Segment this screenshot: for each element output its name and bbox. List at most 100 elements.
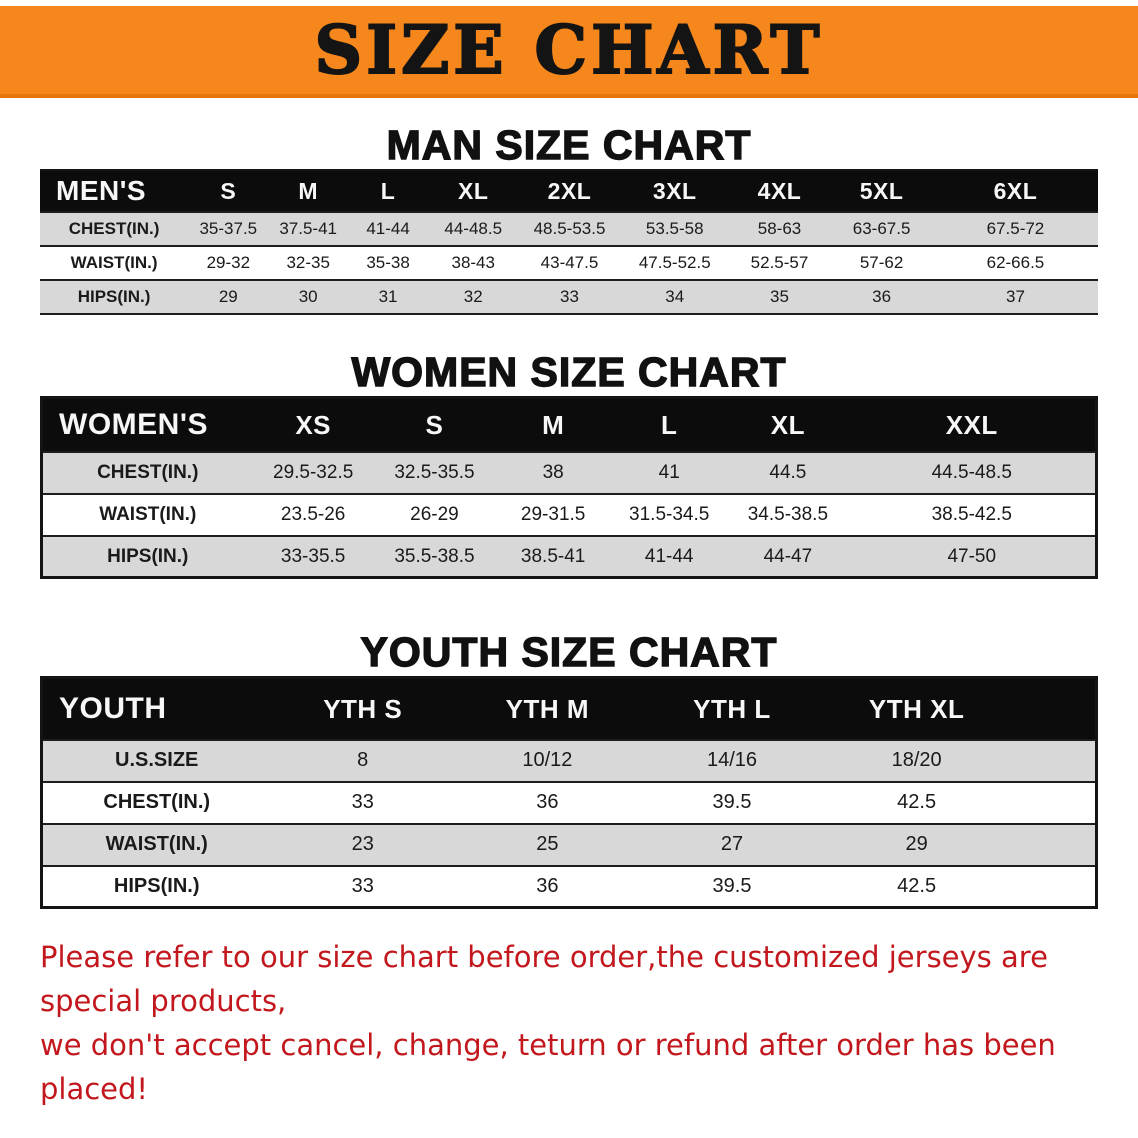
row-label: WAIST(IN.) [99, 503, 197, 525]
column-header: YTH XL [824, 677, 1009, 740]
row-label: HIPS(IN.) [107, 545, 189, 567]
table-row: U.S.SIZE 8 10/12 14/16 18/20 [41, 739, 1097, 782]
size-value: 36 [872, 287, 892, 307]
size-value: 34 [665, 287, 685, 307]
size-value: 34.5-38.5 [747, 503, 829, 525]
size-value: 25 [536, 833, 559, 856]
size-value: 29.5-32.5 [273, 461, 354, 483]
footer-note-line1: Please refer to our size chart before or… [40, 940, 1048, 1019]
size-value: 23.5-26 [280, 503, 346, 525]
table-row: WAIST(IN.) 23.5-26 26-29 29-31.5 31.5-34… [41, 493, 1097, 536]
size-value: 42.5 [897, 875, 937, 898]
size-value: 39.5 [712, 791, 752, 814]
size-value: 47.5-52.5 [638, 253, 711, 273]
spacer-cell [1009, 740, 1097, 782]
column-header: M [495, 397, 612, 452]
size-value: 57-62 [859, 253, 904, 273]
size-value: 31.5-34.5 [629, 503, 710, 525]
footer-note: Please refer to our size chart before or… [0, 935, 1138, 1111]
size-value: 44-47 [763, 545, 813, 567]
size-value: 32-35 [286, 253, 330, 273]
youth-size-table: YOUTH YTH S YTH M YTH L YTH XL U.S.SIZE … [40, 676, 1098, 910]
size-value: 23 [351, 833, 374, 856]
column-header: XXL [848, 397, 1097, 452]
size-value: 27 [720, 833, 744, 856]
size-value: 8 [357, 749, 369, 772]
men-size-table: MEN'S S M L XL 2XL 3XL 4XL 5XL 6XL CHEST… [40, 169, 1098, 315]
women-table-body: CHEST(IN.) 29.5-32.5 32.5-35.5 38 41 44.… [41, 451, 1097, 578]
size-value: 37 [1005, 287, 1025, 307]
column-header: YTH L [639, 677, 825, 740]
column-header: MEN'S [40, 170, 189, 213]
column-header: 2XL [518, 170, 621, 213]
size-value: 38.5-42.5 [931, 503, 1012, 525]
spacer-cell [1009, 782, 1097, 824]
column-header: S [373, 397, 496, 452]
size-value: 38-43 [451, 253, 495, 273]
row-label: CHEST(IN.) [68, 219, 160, 239]
column-header: L [611, 397, 728, 452]
size-value: 38 [542, 461, 564, 483]
men-table-head: MEN'S S M L XL 2XL 3XL 4XL 5XL 6XL [40, 170, 1098, 213]
size-chart-banner: SIZE CHART [0, 6, 1138, 98]
men-header-row: MEN'S S M L XL 2XL 3XL 4XL 5XL 6XL [40, 170, 1098, 213]
size-value: 44.5 [769, 461, 807, 483]
size-value: 35 [770, 287, 789, 307]
size-value: 39.5 [712, 875, 752, 898]
column-header: YTH M [455, 677, 640, 740]
size-value: 41-44 [366, 219, 410, 239]
size-value: 63-67.5 [852, 219, 911, 239]
row-label: WAIST(IN.) [70, 253, 158, 273]
row-label: HIPS(IN.) [113, 875, 200, 898]
size-value: 44-48.5 [444, 219, 503, 239]
column-header: 3XL [620, 170, 729, 213]
size-value: 58-63 [757, 219, 802, 239]
column-header: WOMEN'S [41, 397, 253, 452]
column-header: XL [727, 397, 849, 452]
size-value: 48.5-53.5 [533, 219, 606, 239]
size-value: 53.5-58 [645, 219, 704, 239]
spacer-cell [1008, 677, 1097, 740]
size-value: 29-31.5 [520, 503, 586, 525]
size-value: 10/12 [522, 749, 573, 772]
size-value: 41-44 [644, 545, 694, 567]
size-value: 36 [536, 875, 559, 898]
column-header: S [188, 170, 269, 213]
size-value: 31 [378, 287, 398, 307]
size-value: 26-29 [410, 503, 459, 525]
size-value: 33-35.5 [280, 545, 346, 567]
row-label: CHEST(IN.) [97, 461, 199, 483]
row-label: CHEST(IN.) [103, 791, 211, 814]
table-row: WAIST(IN.) 23 25 27 29 [41, 823, 1097, 866]
size-value: 44.5-48.5 [931, 461, 1012, 483]
table-row: WAIST(IN.) 29-32 32-35 35-38 38-43 43-47… [40, 246, 1098, 281]
size-value: 33 [560, 287, 579, 307]
row-label: U.S.SIZE [115, 749, 199, 772]
size-value: 33 [351, 791, 374, 814]
size-value: 52.5-57 [750, 253, 809, 273]
column-header: XL [428, 170, 519, 213]
column-header: XS [252, 397, 374, 452]
size-value: 32.5-35.5 [394, 461, 475, 483]
size-value: 35-37.5 [199, 219, 258, 239]
table-row: CHEST(IN.) 33 36 39.5 42.5 [41, 781, 1097, 824]
size-value: 29 [218, 287, 238, 307]
column-header: 6XL [932, 170, 1098, 213]
table-row: HIPS(IN.) 29 30 31 32 33 34 35 36 37 [40, 280, 1098, 315]
size-value: 30 [298, 287, 318, 307]
size-value: 47-50 [947, 545, 997, 567]
spacer-cell [1009, 824, 1097, 866]
column-header: YTH S [270, 677, 456, 740]
size-value: 35.5-38.5 [394, 545, 475, 567]
youth-section-heading: YOUTH SIZE CHART [360, 629, 778, 676]
row-label: HIPS(IN.) [77, 287, 151, 307]
women-header-row: WOMEN'S XS S M L XL XXL [41, 397, 1097, 452]
row-label: WAIST(IN.) [105, 833, 208, 856]
column-header: M [268, 170, 348, 213]
table-row: HIPS(IN.) 33 36 39.5 42.5 [41, 865, 1097, 908]
column-header: YOUTH [41, 677, 271, 740]
size-value: 29 [905, 833, 928, 856]
size-value: 67.5-72 [986, 219, 1045, 239]
youth-table-body: U.S.SIZE 8 10/12 14/16 18/20 CHEST(IN.) … [41, 739, 1097, 908]
footer-note-line2: we don't accept cancel, change, teturn o… [40, 1028, 1056, 1107]
